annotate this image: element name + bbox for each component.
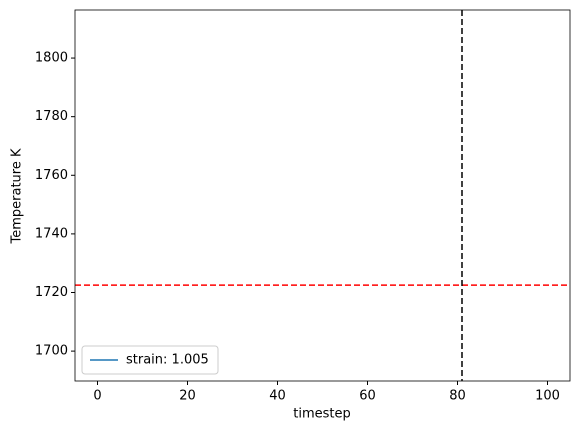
legend-label: strain: 1.005 (126, 353, 209, 368)
legend-box (81, 345, 219, 375)
x-axis-label: timestep (293, 407, 351, 422)
x-tick-label: 40 (269, 389, 286, 404)
y-tick-label: 1700 (35, 344, 68, 359)
x-tick-label: 60 (359, 389, 376, 404)
x-tick-label: 100 (535, 389, 560, 404)
y-axis-label: Temperature K (10, 148, 25, 244)
x-tick-label: 0 (93, 389, 101, 404)
x-tick-label: 20 (179, 389, 196, 404)
y-tick-label: 1800 (35, 51, 68, 66)
x-tick-label: 80 (449, 389, 466, 404)
y-tick-label: 1740 (35, 226, 68, 241)
plot-frame (74, 9, 571, 382)
y-tick-label: 1780 (35, 109, 68, 124)
y-tick-label: 1720 (35, 285, 68, 300)
y-tick-label: 1760 (35, 168, 68, 183)
